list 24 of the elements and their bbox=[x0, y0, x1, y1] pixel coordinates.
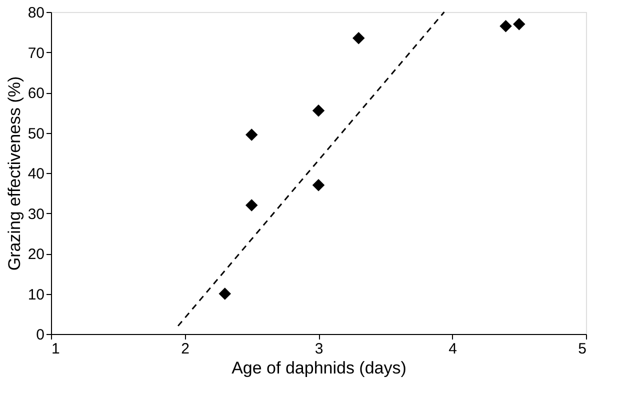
x-tick-label: 4 bbox=[448, 340, 457, 358]
x-tick-label: 1 bbox=[52, 340, 60, 358]
point bbox=[312, 178, 325, 192]
y-tick-label: 80 bbox=[28, 4, 44, 22]
x-tick-label: 3 bbox=[314, 340, 324, 358]
y-tick-label: 30 bbox=[28, 206, 44, 223]
x-tick-label: 2 bbox=[181, 340, 190, 358]
y-tick-label: 20 bbox=[28, 246, 44, 263]
point bbox=[246, 199, 258, 212]
y-tick-label: 10 bbox=[28, 286, 44, 304]
point bbox=[218, 288, 231, 300]
y-tick-label: 70 bbox=[28, 44, 44, 62]
x-axis-title: Age of daphnids (days) bbox=[232, 358, 406, 378]
point bbox=[246, 128, 258, 141]
y-axis-title: Grazing effectiveness (%) bbox=[4, 76, 24, 271]
y-tick-label: 40 bbox=[28, 166, 44, 182]
point bbox=[500, 20, 512, 32]
point bbox=[513, 18, 526, 30]
point bbox=[352, 32, 365, 44]
x-tick-label: 5 bbox=[578, 340, 586, 358]
point bbox=[312, 104, 325, 117]
y-tick-label: 0 bbox=[36, 326, 44, 344]
y-tick-label: 60 bbox=[28, 85, 44, 102]
y-tick-label: 50 bbox=[28, 125, 44, 142]
